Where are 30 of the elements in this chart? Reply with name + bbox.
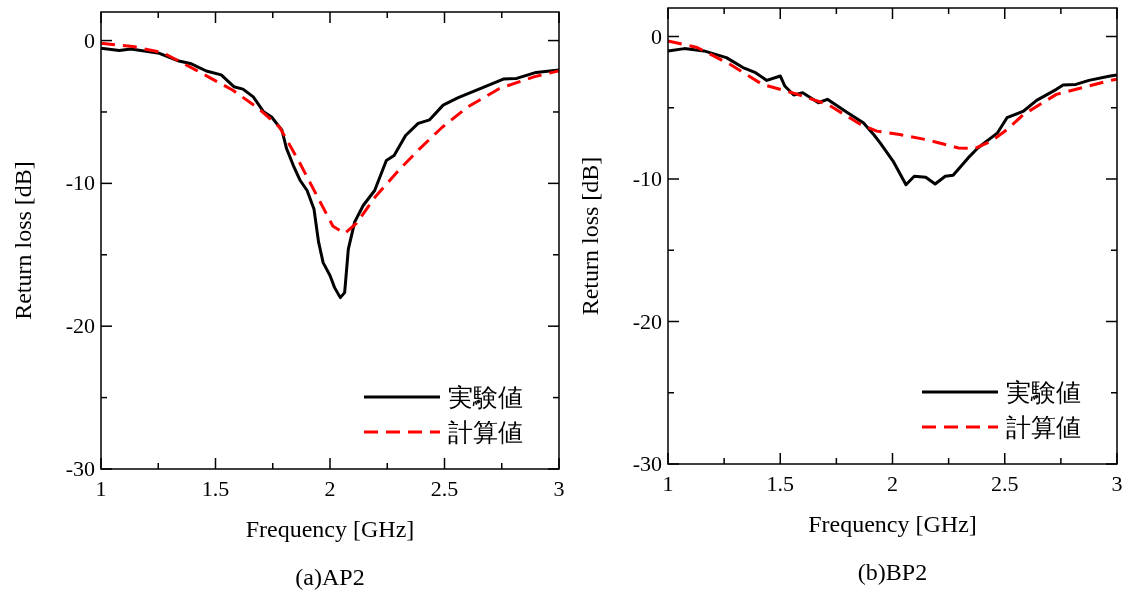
x-tick-label: 2.5 <box>991 471 1019 496</box>
y-axis-title: Return loss [dB] <box>577 156 603 316</box>
line-series <box>666 39 1119 151</box>
legend-label: 実験値 <box>1006 378 1081 407</box>
line-series <box>99 41 561 235</box>
y-axis-title: Return loss [dB] <box>10 161 36 320</box>
y-tick-label: -30 <box>65 456 95 481</box>
x-tick-label: 3 <box>1111 471 1123 496</box>
legend-label: 計算値 <box>448 418 523 447</box>
y-tick-label: -20 <box>632 308 662 334</box>
text: (b)BP2 <box>857 559 928 585</box>
y-tick-label: -30 <box>632 451 662 476</box>
x-tick-label: 2 <box>887 471 898 496</box>
x-axis-title: Frequency [GHz] <box>808 511 977 537</box>
y-tick-label: 0 <box>84 27 95 53</box>
x-tick-label: 1 <box>95 476 107 501</box>
text: (a)AP2 <box>295 564 365 590</box>
x-tick-label: 1 <box>662 471 674 496</box>
y-tick-label: -10 <box>632 166 662 191</box>
legend-label: 実験値 <box>448 383 523 412</box>
y-tick-label: -10 <box>65 170 95 196</box>
x-tick-label: 1.5 <box>766 471 794 496</box>
y-tick-label: 0 <box>651 23 662 49</box>
x-tick-label: 3 <box>553 476 565 501</box>
x-tick-label: 2.5 <box>430 476 459 501</box>
legend-label: 計算値 <box>1006 413 1081 442</box>
y-tick-label: -20 <box>65 313 95 339</box>
x-axis-title: Frequency [GHz] <box>245 516 415 542</box>
x-tick-label: 1.5 <box>201 476 230 501</box>
x-tick-label: 2 <box>324 476 336 501</box>
